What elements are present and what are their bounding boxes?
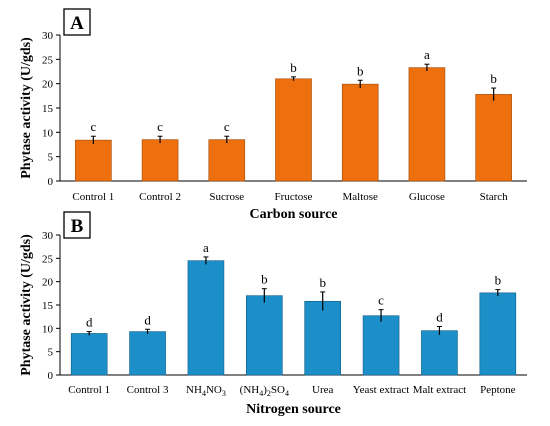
bar [341,83,379,182]
significance-label: b [490,71,497,86]
bar [208,139,246,182]
bar [275,78,312,182]
x-axis-title: Carbon source [249,207,337,222]
category-label: NH4NO3 [186,384,226,398]
bar [246,295,283,376]
significance-label: d [144,312,151,327]
category-label: Control 3 [127,384,169,396]
significance-label: a [203,240,209,255]
category-label: Starch [480,191,509,203]
bar [129,331,166,376]
panel-a: 0 5 10 15 20 25 30 Phytase activity (U/gds) c Con… [19,8,527,222]
significance-label: b [290,60,297,75]
category-label: Control 1 [72,191,114,203]
significance-label: a [424,47,430,62]
category-label: Control 2 [139,191,181,203]
y-tick-label: 0 [48,370,54,382]
bar [421,330,458,376]
bar [362,315,400,376]
panel-b: 0 5 10 15 20 25 30 Phytase activity (U/gds) d Con… [19,211,527,417]
bar [475,94,512,182]
panel-letter: A [70,13,84,34]
bar [70,333,108,376]
bar [141,139,179,182]
significance-label: d [86,315,93,330]
category-label: Control 1 [68,384,110,396]
panel-letter: B [71,216,84,237]
panel-letter-box [63,211,91,239]
significance-label: b [261,272,268,287]
category-label: Maltose [342,191,378,203]
y-tick-label: 30 [42,30,54,42]
bar [408,67,446,182]
bar [187,260,225,376]
category-label: Glucose [409,191,445,203]
category-label: Urea [312,384,333,396]
x-axis-title: Nitrogen source [246,402,341,417]
y-tick-label: 20 [42,277,54,289]
significance-label: b [319,275,326,290]
y-tick-label: 25 [42,54,54,66]
category-label: Yeast extract [353,384,410,396]
y-axis-title: Phytase activity (U/gds) [19,234,34,376]
significance-label: c [90,119,96,134]
y-tick-label: 5 [48,152,54,164]
y-tick-label: 10 [42,323,54,335]
y-tick-label: 10 [42,127,54,139]
y-tick-label: 5 [48,347,54,359]
significance-label: b [495,273,502,288]
bar [304,300,341,376]
significance-label: c [157,119,163,134]
significance-label: b [357,63,364,78]
panel-letter-box [63,8,91,36]
y-tick-label: 25 [42,253,54,265]
y-tick-label: 30 [42,230,54,242]
y-tick-label: 15 [42,300,54,312]
category-label: Fructose [275,191,313,203]
bar [75,139,112,182]
category-label: Malt extract [413,384,466,396]
significance-label: c [224,119,230,134]
category-label: Sucrose [209,191,244,203]
y-axis-title: Phytase activity (U/gds) [19,37,34,179]
significance-label: d [436,309,443,324]
bar [479,292,517,376]
category-label: Peptone [480,384,516,396]
y-tick-label: 20 [42,79,54,91]
category-label: (NH4)2SO4 [240,384,289,398]
y-tick-label: 15 [42,103,54,115]
significance-label: c [378,293,384,308]
y-tick-label: 0 [48,176,54,188]
